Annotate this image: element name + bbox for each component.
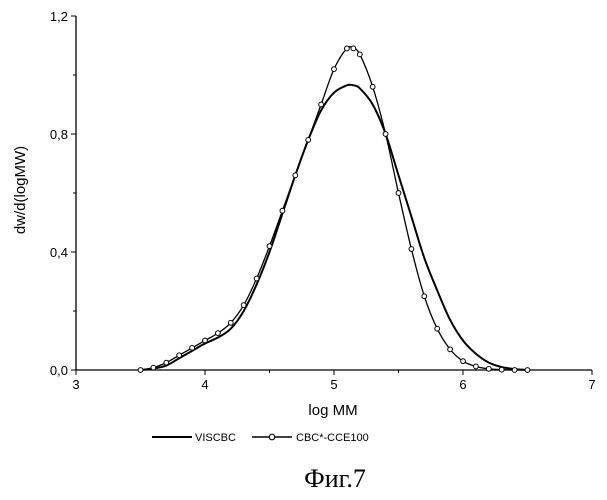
data-point [332, 67, 337, 72]
data-point [461, 359, 466, 364]
data-point [319, 102, 324, 107]
x-axis-label: log MM [308, 402, 357, 419]
data-point [228, 320, 233, 325]
data-point [216, 331, 221, 336]
data-point [280, 208, 285, 213]
data-point [396, 191, 401, 196]
data-point [138, 368, 143, 373]
data-point [435, 326, 440, 331]
y-tick-label: 0,8 [50, 127, 68, 142]
series-cbc-cce100 [138, 46, 530, 372]
data-point [293, 173, 298, 178]
series-layer [138, 46, 530, 372]
data-point [306, 138, 311, 143]
data-point [203, 338, 208, 343]
series-viscbc [141, 85, 528, 370]
legend-label-cbc-cce100: CBC*-CCE100 [296, 432, 369, 444]
data-point [512, 368, 517, 373]
y-tick-label: 0,4 [50, 245, 68, 260]
series-line-cbc-cce100 [141, 47, 528, 370]
data-point [357, 52, 362, 57]
data-point [151, 365, 156, 370]
data-point [499, 367, 504, 372]
data-point [177, 353, 182, 358]
data-point [267, 244, 272, 249]
data-point [351, 46, 356, 51]
x-tick-label: 5 [330, 377, 337, 392]
data-point [409, 247, 414, 252]
y-tick-label: 1,2 [50, 9, 68, 24]
y-tick-label: 0,0 [50, 363, 68, 378]
data-point [254, 276, 259, 281]
x-tick-label: 6 [459, 377, 466, 392]
x-tick-label: 3 [72, 377, 79, 392]
data-point [525, 368, 530, 373]
data-point [383, 132, 388, 137]
x-tick-label: 4 [201, 377, 208, 392]
legend: VISCBC CBC*-CCE100 [152, 432, 369, 444]
x-tick-label: 7 [588, 377, 595, 392]
data-point [241, 303, 246, 308]
data-point [474, 364, 479, 369]
data-point [164, 360, 169, 365]
data-point [345, 46, 350, 51]
data-point [190, 345, 195, 350]
series-line-viscbc [141, 85, 528, 370]
y-axis-label: dw/d(logMW) [12, 146, 29, 234]
legend-label-viscbc: VISCBC [195, 432, 236, 444]
data-point [448, 347, 453, 352]
data-point [486, 366, 491, 371]
data-point [370, 84, 375, 89]
figure-caption: Фиг.7 [304, 464, 366, 493]
legend-marker-cbc-cce100 [269, 434, 275, 440]
axis-ticks: 3 4 5 6 7 0,0 0,4 0,8 1,2 [50, 9, 596, 392]
data-point [422, 294, 427, 299]
